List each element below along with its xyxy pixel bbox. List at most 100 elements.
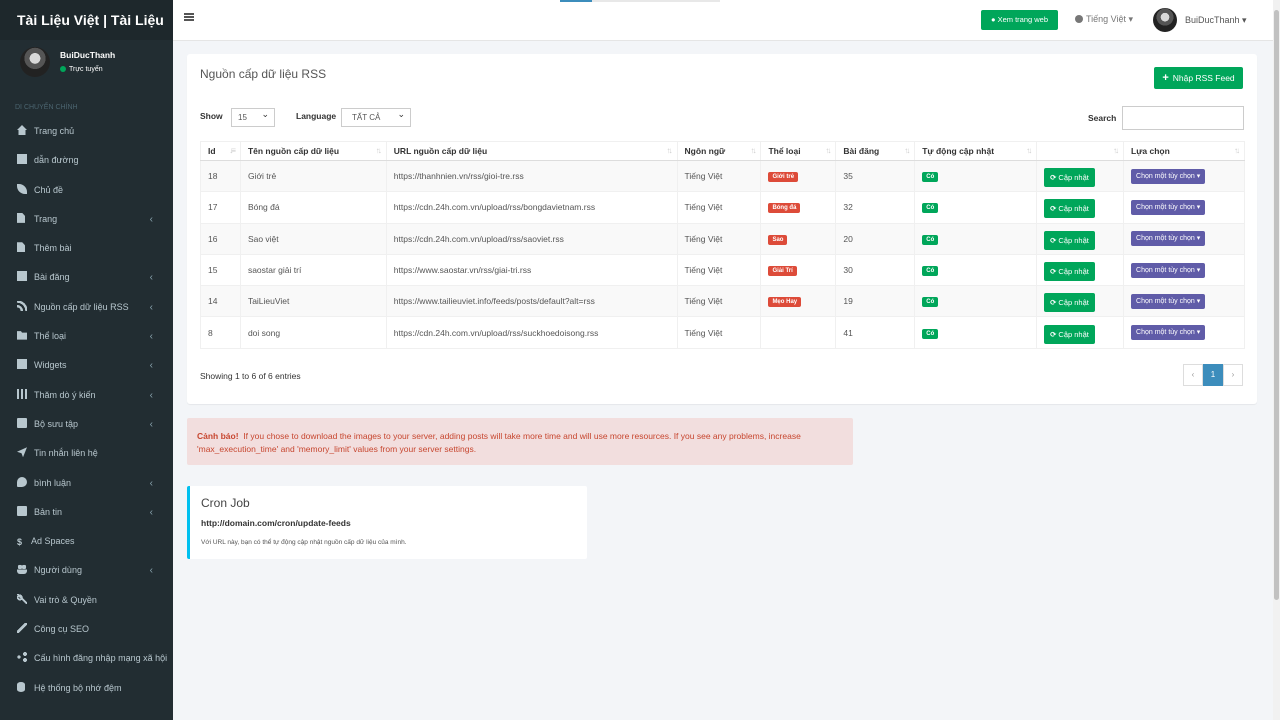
options-dropdown-button[interactable]: Chọn một tùy chọn ▾: [1131, 231, 1206, 247]
page-title: Nguồn cấp dữ liệu RSS: [200, 67, 327, 81]
column-header-5[interactable]: Bài đăng ↑↓: [835, 141, 916, 161]
search-input[interactable]: [1122, 106, 1244, 130]
update-feed-button[interactable]: ⟳ Cập nhật: [1044, 199, 1095, 219]
column-header-0[interactable]: Id ↓≡: [200, 141, 241, 161]
column-header-7[interactable]: ↑↓: [1036, 141, 1125, 161]
chevron-left-icon: ‹: [149, 331, 153, 343]
sort-icon: ↑↓: [1113, 146, 1119, 155]
sidebar-item-9[interactable]: Thăm dò ý kiến ‹: [0, 381, 173, 410]
sidebar-item-14[interactable]: $ Ad Spaces: [0, 527, 173, 556]
options-dropdown-button[interactable]: Chọn một tùy chọn ▾: [1131, 325, 1206, 341]
sort-icon: ↑↓: [904, 146, 910, 155]
sidebar-item-19[interactable]: Hệ thống bộ nhớ đệm: [0, 674, 173, 703]
sidebar-item-label: Thêm bài: [34, 243, 72, 254]
sidebar-item-13[interactable]: Bản tin ‹: [0, 498, 173, 527]
sidebar-item-6[interactable]: Nguồn cấp dữ liệu RSS ‹: [0, 293, 173, 322]
options-label: Chọn một tùy chọn: [1136, 235, 1195, 243]
th-icon: [17, 154, 27, 165]
options-label: Chọn một tùy chọn: [1136, 203, 1195, 211]
column-header-6[interactable]: Tự động cập nhật ↑↓: [914, 141, 1038, 161]
sidebar-item-4[interactable]: Thêm bài: [0, 234, 173, 263]
menu-toggle-icon[interactable]: [184, 13, 194, 21]
column-header-label: URL nguồn cấp dữ liệu: [393, 146, 488, 156]
pagination: ‹ 1 ›: [1183, 364, 1243, 386]
sidebar-item-1[interactable]: dẫn đường: [0, 146, 173, 175]
feed-url: https://cdn.24h.com.vn/upload/rss/suckho…: [393, 327, 599, 338]
update-feed-label: Cập nhật: [1058, 329, 1089, 339]
sidebar-item-11[interactable]: Tin nhắn liên hệ: [0, 439, 173, 468]
sidebar-item-15[interactable]: Người dùng ‹: [0, 556, 173, 585]
pagination-page-1[interactable]: 1: [1203, 364, 1223, 386]
sidebar-item-18[interactable]: Cấu hình đăng nhập mạng xã hội: [0, 644, 173, 673]
import-rss-label: Nhập RSS Feed: [1172, 73, 1235, 83]
feed-name: Bóng đá: [247, 202, 280, 213]
feed-language: Tiếng Việt: [684, 327, 723, 338]
sidebar-item-label: Tin nhắn liên hệ: [34, 448, 98, 459]
sidebar-item-8[interactable]: Widgets ‹: [0, 351, 173, 380]
options-dropdown-button[interactable]: Chọn một tùy chọn ▾: [1131, 293, 1206, 309]
column-header-label: Tên nguồn cấp dữ liệu: [247, 146, 340, 156]
update-feed-button[interactable]: ⟳ Cập nhật: [1044, 168, 1095, 188]
category-badge: Giới trẻ: [768, 172, 799, 183]
database-icon: [17, 681, 25, 692]
sidebar-item-7[interactable]: Thể loại ‹: [0, 322, 173, 351]
page-scrollbar[interactable]: [1273, 0, 1280, 720]
language-dropdown[interactable]: Tiếng Việt ▾: [1075, 14, 1133, 25]
sidebar: Tài Liệu Việt | Tài Liệu BuiDucThanh Trự…: [0, 0, 173, 720]
folder-icon: [17, 331, 27, 340]
sidebar-item-0[interactable]: Trang chủ: [0, 117, 173, 146]
update-feed-button[interactable]: ⟳ Cập nhật: [1044, 230, 1095, 250]
options-dropdown-button[interactable]: Chọn một tùy chọn ▾: [1131, 168, 1206, 184]
table-info: Showing 1 to 6 of 6 entries: [200, 371, 301, 381]
column-header-label: Ngôn ngữ: [684, 146, 726, 156]
column-header-label: Id: [208, 146, 216, 156]
column-header-4[interactable]: Thể loại ↑↓: [760, 141, 837, 161]
sidebar-item-3[interactable]: Trang ‹: [0, 205, 173, 234]
scrollbar-thumb[interactable]: [1274, 10, 1279, 600]
rss-feeds-table: Id ↓≡ Tên nguồn cấp dữ liệu ↑↓ URL nguồn cấp…: [200, 141, 1245, 349]
plus-icon: +: [1162, 72, 1169, 84]
column-header-label: Bài đăng: [843, 146, 880, 156]
refresh-icon: ⟳: [1050, 298, 1057, 308]
options-dropdown-button[interactable]: Chọn một tùy chọn ▾: [1131, 199, 1206, 215]
sidebar-item-10[interactable]: Bộ sưu tập ‹: [0, 410, 173, 439]
column-header-1[interactable]: Tên nguồn cấp dữ liệu ↑↓: [239, 141, 387, 161]
feed-id: 8: [208, 327, 213, 338]
sort-icon: ↑↓: [1026, 146, 1032, 155]
page-length-select[interactable]: 15: [231, 106, 275, 127]
refresh-icon: ⟳: [1050, 204, 1057, 214]
sidebar-item-12[interactable]: bình luận ‹: [0, 469, 173, 498]
table-row: 17 Bóng đá https://cdn.24h.com.vn/upload/r…: [200, 191, 1245, 224]
globe-icon: [1075, 15, 1083, 23]
column-header-8[interactable]: Lựa chọn ↑↓: [1123, 141, 1245, 161]
options-label: Chọn một tùy chọn: [1136, 266, 1195, 274]
feed-post-count: 30: [843, 265, 853, 276]
alert-text: If you chose to download the images to y…: [197, 431, 801, 454]
key-icon: [17, 593, 27, 604]
home-icon: [17, 125, 27, 135]
update-feed-button[interactable]: ⟳ Cập nhật: [1044, 293, 1095, 313]
import-rss-button[interactable]: + Nhập RSS Feed: [1154, 67, 1243, 89]
pagination-next[interactable]: ›: [1223, 364, 1243, 386]
feed-language: Tiếng Việt: [684, 233, 723, 244]
column-header-2[interactable]: URL nguồn cấp dữ liệu ↑↓: [385, 141, 678, 161]
brand-logo[interactable]: Tài Liệu Việt | Tài Liệu: [0, 0, 173, 40]
pagination-prev[interactable]: ‹: [1183, 364, 1203, 386]
caret-down-icon: ▾: [1194, 266, 1201, 274]
update-feed-label: Cập nhật: [1058, 267, 1089, 277]
update-feed-button[interactable]: ⟳ Cập nhật: [1044, 262, 1095, 282]
update-feed-button[interactable]: ⟳ Cập nhật: [1044, 324, 1095, 344]
language-filter-select[interactable]: TẤT CẢ: [341, 106, 411, 127]
feed-url: https://thanhnien.vn/rss/gioi-tre.rss: [393, 171, 524, 182]
view-site-button[interactable]: ● Xem trang web: [981, 10, 1058, 30]
chevron-left-icon: ‹: [149, 389, 153, 401]
sidebar-item-5[interactable]: Bài đăng ‹: [0, 263, 173, 292]
user-avatar: [1153, 8, 1177, 32]
sidebar-item-label: Trang chủ: [34, 126, 75, 136]
column-header-3[interactable]: Ngôn ngữ ↑↓: [676, 141, 762, 161]
sidebar-item-16[interactable]: Vai trò & Quyền: [0, 586, 173, 615]
sidebar-item-2[interactable]: Chủ đề: [0, 176, 173, 205]
sidebar-item-17[interactable]: Công cụ SEO: [0, 615, 173, 644]
options-dropdown-button[interactable]: Chọn một tùy chọn ▾: [1131, 262, 1206, 278]
category-badge: Giải Trí: [768, 266, 797, 277]
